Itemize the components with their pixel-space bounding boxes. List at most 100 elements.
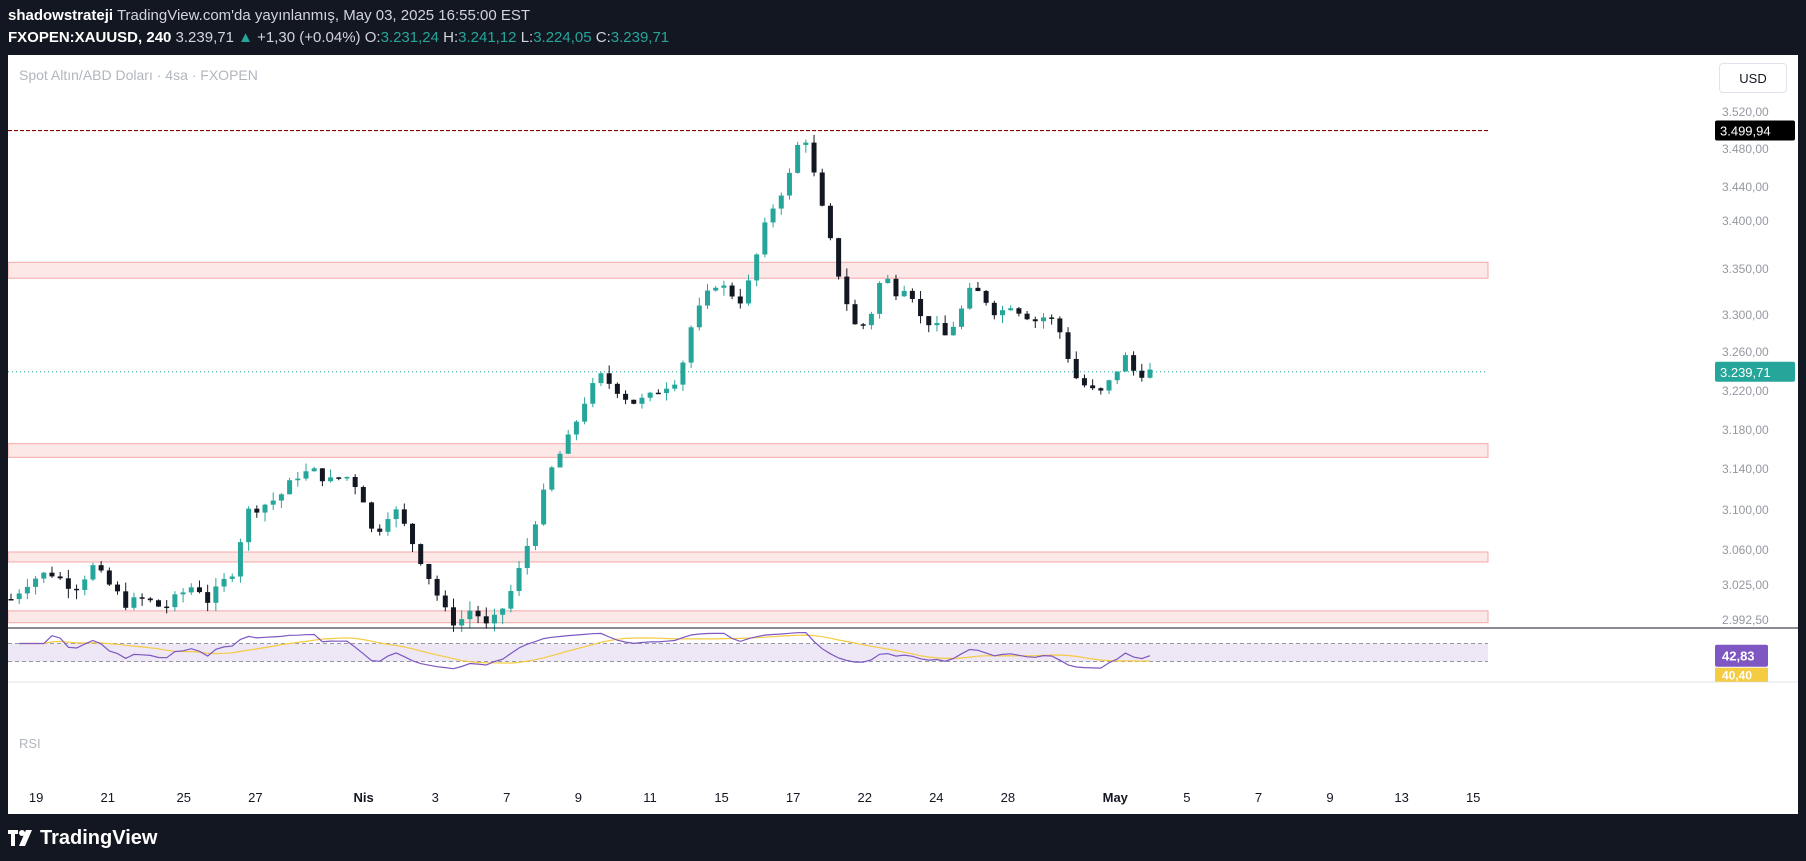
candle	[696, 305, 702, 328]
candle	[1057, 318, 1063, 333]
candle	[729, 285, 735, 297]
candle	[205, 592, 211, 603]
candle	[385, 519, 391, 532]
candle	[475, 610, 481, 617]
high-price-label-bg	[1715, 120, 1795, 141]
candle	[1131, 355, 1137, 371]
candle	[500, 608, 506, 615]
candle	[745, 280, 751, 304]
y-tick-label: 3.260,00	[1722, 345, 1769, 359]
candle	[1024, 313, 1030, 320]
candle	[180, 592, 186, 595]
candle	[115, 584, 121, 592]
y-tick-label: 3.025,00	[1722, 578, 1769, 592]
x-tick-label: 9	[1326, 790, 1333, 805]
y-tick-label: 3.100,00	[1722, 503, 1769, 517]
candle	[639, 397, 645, 404]
candle	[1114, 371, 1120, 381]
footer-brand-text: TradingView	[40, 826, 158, 849]
candle	[623, 393, 629, 400]
x-tick-label: 7	[1255, 790, 1262, 805]
tradingview-logo-icon	[8, 830, 32, 846]
candle	[377, 528, 383, 532]
candle	[450, 607, 456, 626]
x-tick-label: 24	[929, 790, 943, 805]
candle	[754, 254, 760, 281]
candle	[803, 142, 809, 145]
open-label: O:	[364, 29, 381, 46]
footer-brand[interactable]: TradingView	[8, 824, 157, 852]
candle	[106, 570, 112, 585]
candle	[508, 591, 514, 609]
candle	[918, 298, 924, 317]
candle	[590, 383, 596, 404]
close-value: 3.239,71	[610, 29, 670, 46]
candle	[434, 578, 440, 596]
close-label: C:	[595, 29, 611, 46]
price-change: +1,30 (+0.04%)	[257, 29, 361, 46]
candle	[524, 545, 530, 569]
candle	[360, 487, 366, 503]
currency-button[interactable]: USD	[1719, 63, 1787, 93]
candle	[705, 290, 711, 306]
x-tick-label: 15	[714, 790, 728, 805]
candle	[1073, 358, 1079, 379]
candle	[614, 383, 620, 394]
candle	[295, 478, 301, 481]
candle	[819, 172, 825, 206]
candle	[860, 324, 866, 326]
candle	[483, 616, 489, 624]
y-tick-label: 3.350,00	[1722, 262, 1769, 276]
x-tick-label: 11	[643, 790, 657, 805]
candle	[229, 576, 235, 579]
candle	[950, 326, 956, 336]
x-tick-label: 22	[857, 790, 871, 805]
candle	[319, 468, 325, 482]
candle	[1090, 385, 1096, 389]
rsi-ma-line	[19, 634, 1151, 664]
candle	[1098, 388, 1104, 391]
author-name[interactable]: shadowstrateji	[8, 7, 114, 24]
candle	[901, 290, 907, 297]
candle	[410, 523, 416, 545]
rsi-ma-label: 40,40	[1722, 669, 1752, 683]
candle	[237, 542, 243, 577]
candle	[770, 208, 776, 223]
candle	[541, 489, 547, 525]
candle	[41, 572, 47, 579]
candle	[565, 434, 571, 454]
candle	[426, 564, 432, 579]
candle	[573, 421, 579, 435]
zone-2	[8, 551, 1489, 563]
x-tick-label: 5	[1183, 790, 1190, 805]
candle	[328, 477, 334, 482]
candle	[74, 588, 80, 591]
chart-frame[interactable]: 3.520,00 3.480,00 3.440,00 3.400,00 3.350,00…	[8, 55, 1798, 814]
candle	[172, 594, 178, 608]
candle	[8, 599, 14, 601]
publish-date: TradingView.com'da yayınlanmış, May 03, …	[116, 7, 531, 24]
candle	[1139, 370, 1145, 378]
last-price-label-bg	[1715, 361, 1795, 382]
candle	[246, 508, 252, 543]
y-tick-label: 3.400,00	[1722, 214, 1769, 228]
candle	[877, 283, 883, 314]
low-label: L:	[520, 29, 534, 46]
symbol-name[interactable]: FXOPEN:XAUUSD, 240	[8, 29, 172, 46]
candle	[1081, 378, 1087, 386]
x-tick-label: Nis	[354, 790, 374, 805]
candle	[778, 195, 784, 209]
y-tick-label: 3.520,00	[1722, 105, 1769, 119]
rsi-band	[8, 643, 1488, 662]
chart-svg[interactable]: 3.520,00 3.480,00 3.440,00 3.400,00 3.350,00…	[8, 55, 1798, 814]
candle	[467, 610, 473, 620]
x-tick-label: 19	[29, 790, 43, 805]
candle	[1147, 369, 1153, 378]
candle	[418, 544, 424, 565]
x-tick-label: 21	[100, 790, 114, 805]
candle	[844, 276, 850, 305]
candle	[459, 619, 465, 626]
candle	[336, 477, 342, 479]
candle	[401, 509, 407, 524]
candle	[262, 504, 268, 513]
